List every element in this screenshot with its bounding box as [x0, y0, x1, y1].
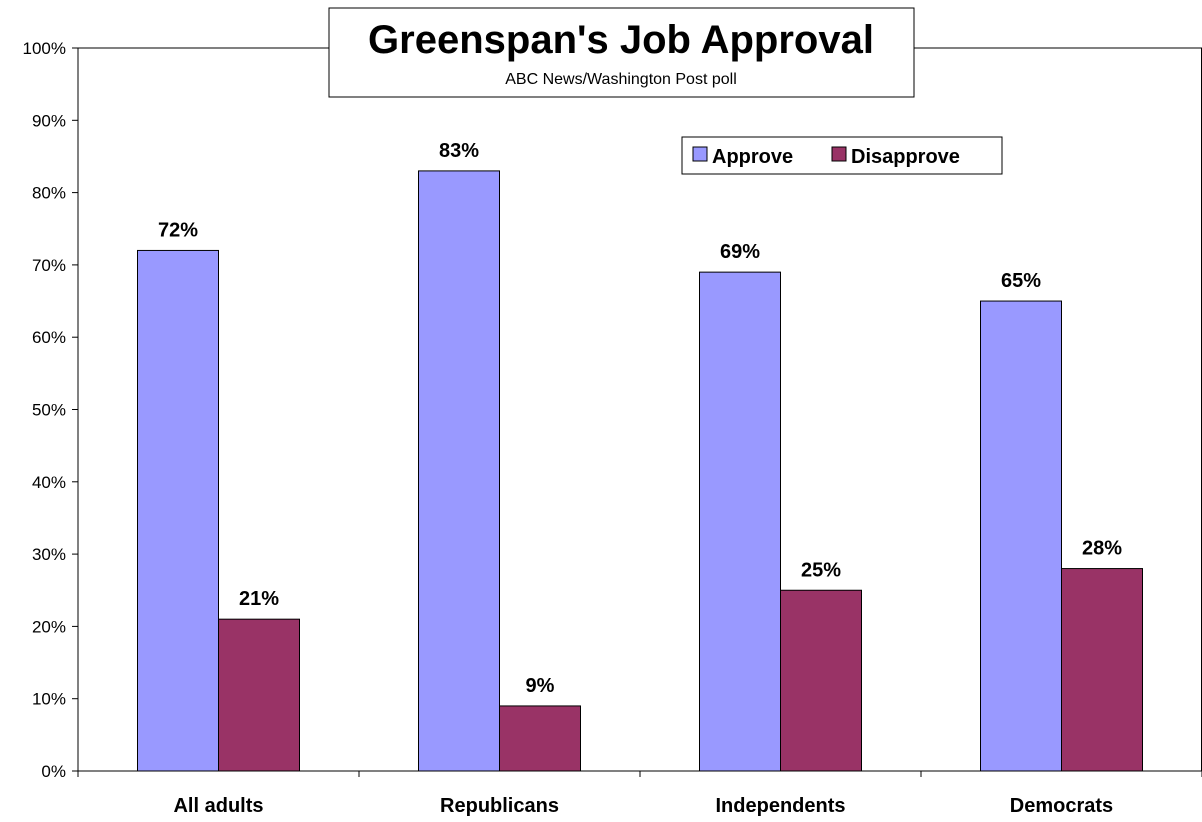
x-tick-label: All adults [173, 795, 263, 817]
legend-label-approve: Approve [712, 146, 793, 168]
y-tick-label: 40% [32, 473, 66, 492]
y-tick-label: 0% [41, 762, 66, 781]
y-tick-label: 100% [23, 39, 66, 58]
data-label: 72% [158, 219, 198, 241]
y-tick-label: 50% [32, 401, 66, 420]
data-label: 28% [1082, 538, 1122, 560]
data-labels: 72% 21% 83% 9% 69% 25% 65% 28% [158, 140, 1122, 697]
y-tick-label: 30% [32, 545, 66, 564]
y-tick-label: 20% [32, 617, 66, 636]
legend-swatch-disapprove [831, 146, 847, 162]
y-tick-label: 70% [32, 256, 66, 275]
bars [137, 170, 1143, 772]
x-axis: All adults Republicans Independents Democra… [77, 770, 1202, 817]
data-label: 69% [720, 241, 760, 263]
chart-title: Greenspan's Job Approval [368, 18, 874, 62]
bar-approve [418, 170, 500, 772]
x-tick-label: Independents [715, 795, 845, 817]
bar-approve [980, 300, 1062, 772]
y-tick-label: 10% [32, 690, 66, 709]
legend: Approve Disapprove [681, 136, 1003, 175]
legend-swatch-approve [692, 146, 708, 162]
y-axis: 0% 10% 20% 30% 40% 50% 60% 70% 80% 90% 100% [23, 39, 79, 781]
y-tick-label: 80% [32, 184, 66, 203]
bar-disapprove [499, 705, 581, 772]
legend-label-disapprove: Disapprove [851, 146, 960, 168]
bar-disapprove [1061, 568, 1143, 772]
bar-approve [699, 271, 781, 772]
data-label: 83% [439, 140, 479, 162]
y-tick-label: 60% [32, 328, 66, 347]
x-tick-label: Democrats [1010, 795, 1113, 817]
bar-approve [137, 249, 219, 772]
x-tick-label: Republicans [440, 795, 559, 817]
bar-disapprove [218, 618, 300, 772]
data-label: 65% [1001, 270, 1041, 292]
data-label: 25% [801, 559, 841, 581]
bar-disapprove [780, 589, 862, 772]
data-label: 21% [239, 588, 279, 610]
title-box: Greenspan's Job Approval ABC News/Washin… [328, 7, 915, 98]
chart-subtitle: ABC News/Washington Post poll [505, 71, 737, 88]
data-label: 9% [526, 675, 555, 697]
y-tick-label: 90% [32, 111, 66, 130]
